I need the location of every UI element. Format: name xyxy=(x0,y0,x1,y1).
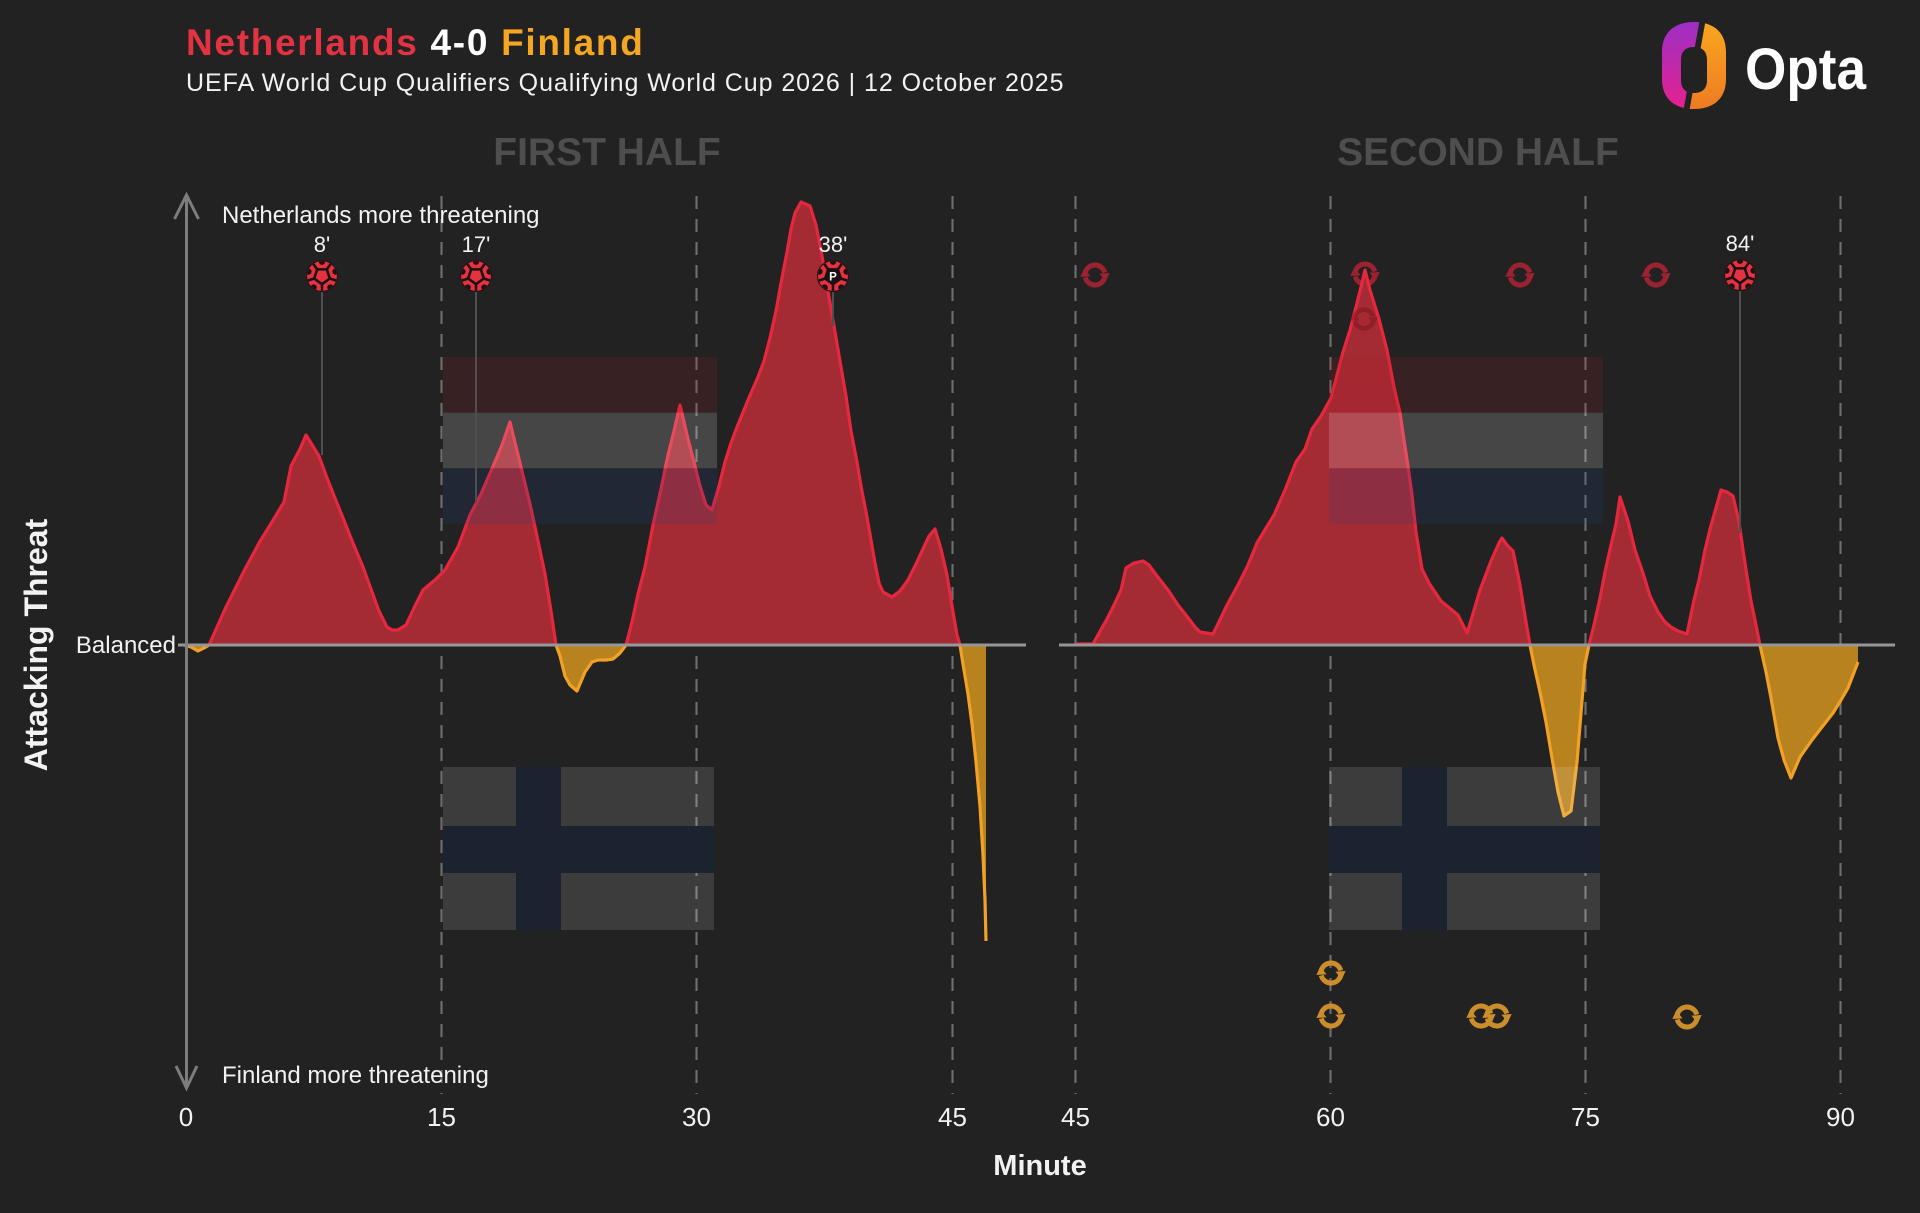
svg-text:90: 90 xyxy=(1826,1102,1855,1132)
svg-text:17': 17' xyxy=(462,232,491,257)
svg-text:8': 8' xyxy=(314,232,330,257)
svg-text:Opta: Opta xyxy=(1745,37,1867,102)
svg-text:30: 30 xyxy=(682,1102,711,1132)
svg-text:Attacking Threat: Attacking Threat xyxy=(18,518,54,771)
svg-text:0: 0 xyxy=(179,1102,193,1132)
svg-text:Netherlands 4-0 Finland: Netherlands 4-0 Finland xyxy=(186,22,645,63)
svg-text:SECOND HALF: SECOND HALF xyxy=(1337,131,1619,174)
svg-text:45: 45 xyxy=(938,1102,967,1132)
svg-text:UEFA World Cup Qualifiers Qual: UEFA World Cup Qualifiers Qualifying Wor… xyxy=(186,69,1064,97)
svg-text:Minute: Minute xyxy=(993,1150,1086,1182)
svg-text:Netherlands more threatening: Netherlands more threatening xyxy=(222,202,540,229)
svg-text:FIRST HALF: FIRST HALF xyxy=(493,131,720,174)
svg-text:Finland more threatening: Finland more threatening xyxy=(222,1062,489,1089)
svg-text:38': 38' xyxy=(819,232,848,257)
svg-text:45: 45 xyxy=(1061,1102,1090,1132)
svg-text:84': 84' xyxy=(1726,231,1755,256)
svg-text:Balanced: Balanced xyxy=(76,632,176,659)
svg-text:P: P xyxy=(829,272,837,284)
svg-text:60: 60 xyxy=(1316,1102,1345,1132)
svg-text:15: 15 xyxy=(427,1102,456,1132)
svg-text:75: 75 xyxy=(1571,1102,1600,1132)
